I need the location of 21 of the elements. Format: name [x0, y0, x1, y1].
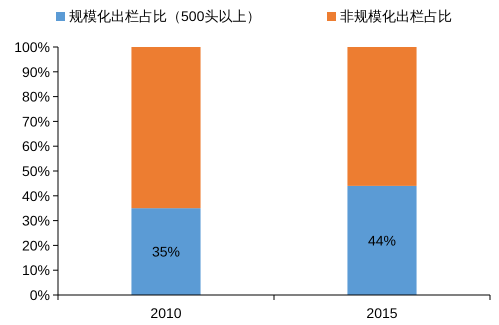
- y-tick-label: 30%: [22, 212, 50, 229]
- bar: [131, 47, 201, 208]
- y-tick-label: 80%: [22, 88, 50, 105]
- x-tick-label: 2015: [366, 305, 398, 321]
- data-label: 44%: [368, 232, 396, 248]
- y-tick-label: 70%: [22, 113, 50, 130]
- y-tick-label: 10%: [22, 262, 50, 278]
- y-tick-label: 0%: [30, 287, 50, 303]
- legend-label: 非规模化出栏占比: [340, 8, 452, 24]
- y-tick-label: 60%: [22, 138, 50, 154]
- bar: [131, 208, 201, 295]
- y-tick-label: 90%: [22, 64, 50, 80]
- y-tick-label: 40%: [22, 188, 50, 204]
- y-tick-label: 100%: [14, 39, 50, 55]
- bar: [347, 186, 417, 295]
- data-label: 35%: [152, 244, 180, 260]
- bar: [347, 47, 417, 186]
- legend-label: 规模化出栏占比（500头以上）: [69, 8, 260, 24]
- y-tick-label: 50%: [22, 163, 50, 179]
- x-tick-label: 2010: [150, 305, 182, 321]
- y-tick-label: 20%: [22, 237, 50, 254]
